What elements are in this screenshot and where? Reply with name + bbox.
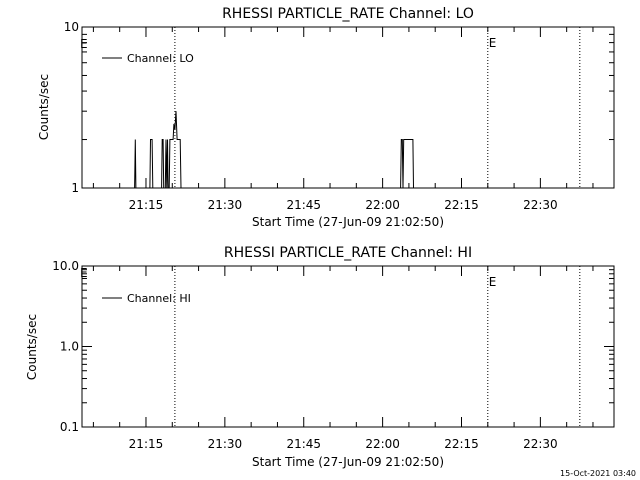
x-tick-label: 21:15 [129,437,164,451]
lo-channel-panel: RHESSI PARTICLE_RATE Channel: LO E 1 10 2… [37,6,615,229]
y-axis-label: Counts/sec [37,74,51,140]
footer-timestamp: 15-Oct-2021 03:40 [560,469,636,478]
y-tick-label: 10.0 [52,259,79,273]
series-line [134,111,414,189]
x-tick-label: 22:30 [523,198,558,212]
x-axis-label: Start Time (27-Jun-09 21:02:50) [252,455,444,469]
y-tick-label: 0.1 [60,420,79,434]
legend-entry: Channel: LO [127,52,194,65]
start-marker-label: E [80,37,88,51]
event-marker-label: E [489,275,497,289]
event-marker-label: E [489,36,497,50]
x-tick-label: 22:00 [365,437,400,451]
x-tick-label: 22:00 [365,198,400,212]
x-tick-label: 21:15 [129,198,164,212]
plot-frame [81,26,615,189]
plot-frame [81,265,615,428]
y-tick-label: 1.0 [60,340,79,354]
x-axis-label: Start Time (27-Jun-09 21:02:50) [252,215,444,229]
x-tick-label: 21:45 [286,437,321,451]
start-marker-label: E [80,266,88,280]
x-tick-label: 22:30 [523,437,558,451]
x-tick-label: 22:15 [444,437,479,451]
legend-entry: Channel: HI [127,292,191,305]
x-tick-label: 22:15 [444,198,479,212]
x-tick-label: 21:30 [208,437,243,451]
x-tick-label: 21:45 [286,198,321,212]
chart-title: RHESSI PARTICLE_RATE Channel: HI [224,245,472,261]
chart-title: RHESSI PARTICLE_RATE Channel: LO [222,6,474,22]
y-tick-label: 10 [64,20,79,34]
y-axis-label: Counts/sec [25,314,39,380]
y-tick-label: 1 [71,181,79,195]
x-tick-label: 21:30 [208,198,243,212]
hi-channel-panel: RHESSI PARTICLE_RATE Channel: HI E 0.1 1.… [25,245,615,469]
